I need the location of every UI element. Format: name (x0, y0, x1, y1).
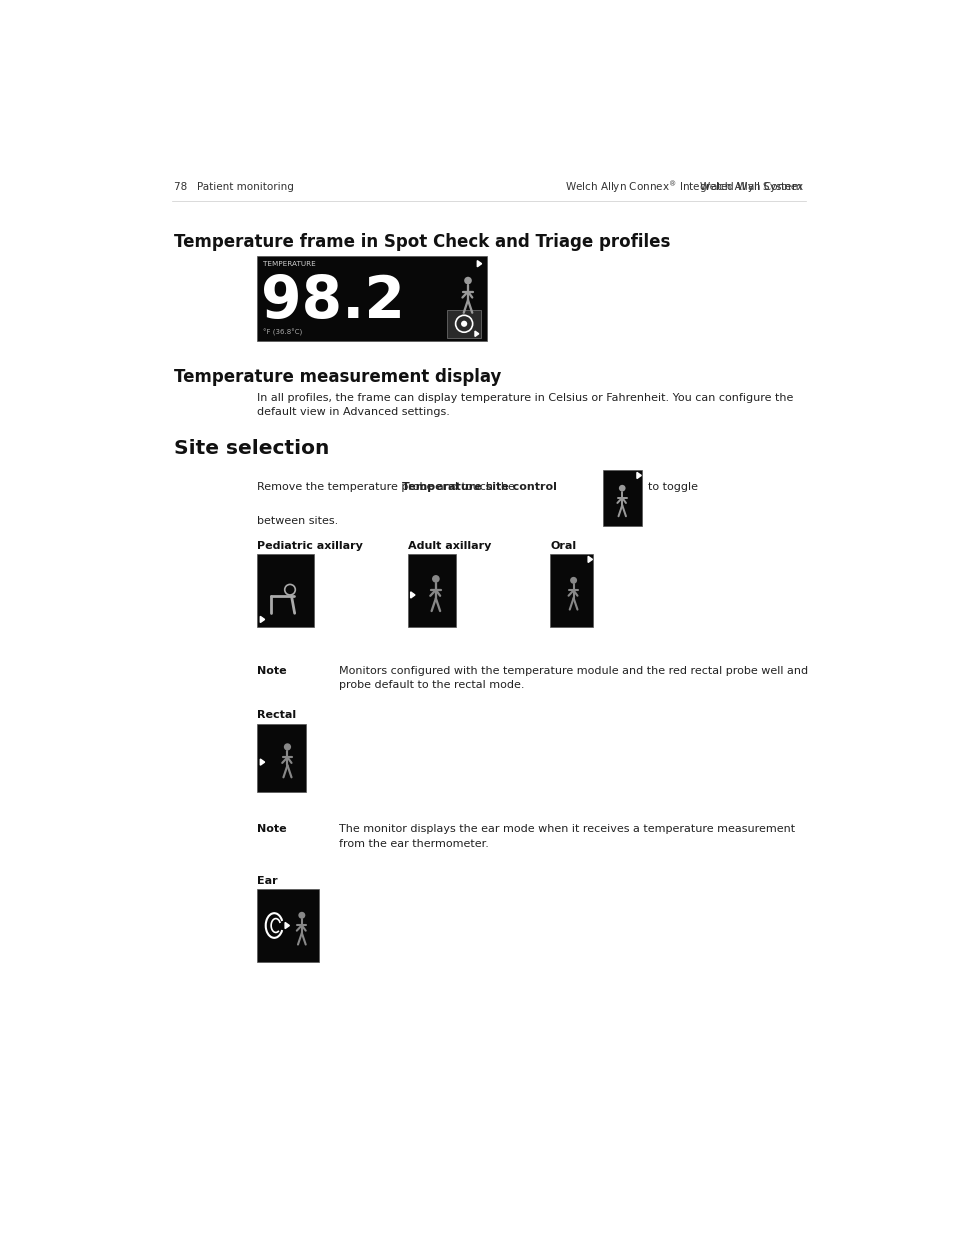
Bar (447, 310, 480, 337)
Text: Note: Note (257, 824, 287, 835)
Polygon shape (476, 261, 481, 267)
Text: Temperature measurement display: Temperature measurement display (173, 368, 500, 387)
Text: Oral: Oral (550, 541, 576, 551)
Bar (407, 555, 456, 627)
Polygon shape (410, 592, 415, 598)
Circle shape (460, 321, 467, 327)
Text: Monitors configured with the temperature module and the red rectal probe well an: Monitors configured with the temperature… (339, 666, 807, 676)
Text: to toggle: to toggle (647, 482, 697, 492)
Text: Rectal: Rectal (257, 710, 296, 720)
Text: In all profiles, the frame can display temperature in Celsius or Fahrenheit. You: In all profiles, the frame can display t… (257, 393, 793, 403)
Text: Pediatric axillary: Pediatric axillary (257, 541, 363, 551)
Circle shape (284, 743, 291, 751)
Text: Note: Note (257, 666, 287, 676)
Text: Adult axillary: Adult axillary (407, 541, 491, 551)
Circle shape (432, 576, 439, 583)
Text: Temperature site control: Temperature site control (402, 482, 557, 492)
Circle shape (618, 485, 625, 492)
Text: Temperature frame in Spot Check and Triage profiles: Temperature frame in Spot Check and Tria… (173, 233, 669, 251)
Text: 98.2: 98.2 (261, 273, 405, 330)
Bar (602, 471, 641, 526)
Circle shape (570, 577, 577, 584)
Text: default view in Advanced settings.: default view in Advanced settings. (257, 406, 450, 417)
Polygon shape (475, 331, 478, 336)
Text: Remove the temperature probe and touch the: Remove the temperature probe and touch t… (257, 482, 518, 492)
Bar (550, 555, 592, 627)
Text: Ear: Ear (257, 876, 277, 885)
Bar (257, 555, 314, 627)
Text: The monitor displays the ear mode when it receives a temperature measurement: The monitor displays the ear mode when i… (339, 824, 795, 835)
Text: °F (36.8°C): °F (36.8°C) (262, 329, 301, 336)
Text: TEMPERATURE: TEMPERATURE (262, 262, 315, 268)
Polygon shape (285, 923, 289, 929)
Text: between sites.: between sites. (257, 516, 338, 526)
Text: from the ear thermometer.: from the ear thermometer. (339, 839, 489, 848)
Text: Welch Allyn Connex$^®$ Integrated Wall System: Welch Allyn Connex$^®$ Integrated Wall S… (565, 179, 802, 195)
Polygon shape (260, 616, 264, 622)
Bar (257, 889, 319, 962)
Text: probe default to the rectal mode.: probe default to the rectal mode. (339, 680, 524, 690)
Circle shape (298, 911, 305, 919)
Polygon shape (637, 472, 640, 478)
Text: Site selection: Site selection (173, 440, 329, 458)
Text: 78   Patient monitoring: 78 Patient monitoring (173, 182, 294, 191)
Circle shape (464, 277, 472, 284)
Polygon shape (587, 556, 592, 562)
Bar (257, 256, 487, 341)
Text: Welch Allyn Connex: Welch Allyn Connex (699, 182, 802, 191)
Bar (257, 724, 306, 792)
Polygon shape (260, 760, 264, 766)
